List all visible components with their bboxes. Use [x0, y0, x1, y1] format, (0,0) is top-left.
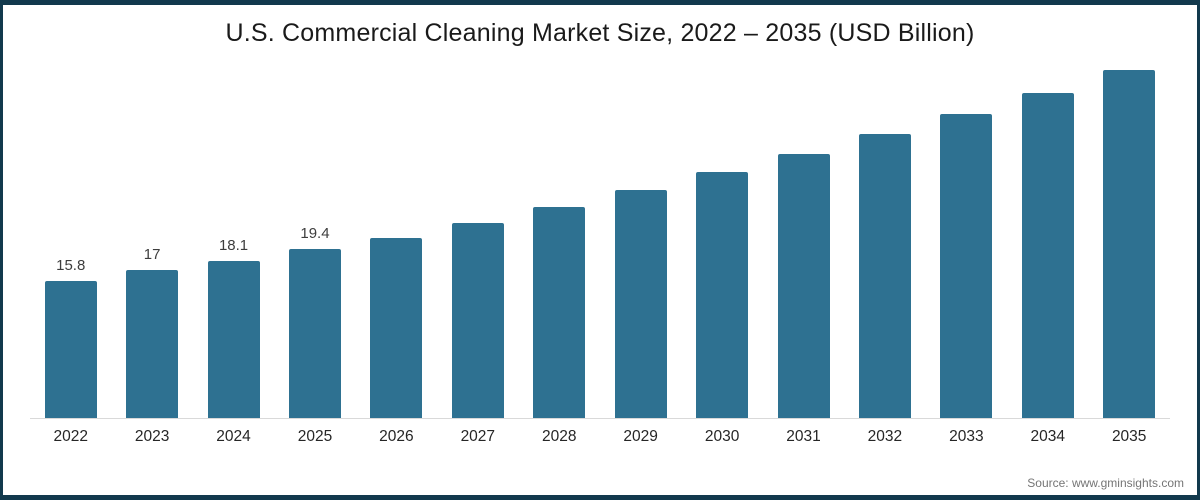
bar-group: 2027	[437, 70, 518, 445]
x-tick-label: 2030	[704, 428, 740, 445]
x-tick-label: 2022	[53, 428, 88, 445]
x-tick-label: 2034	[1030, 428, 1065, 445]
bar-group: 15.8 2022	[30, 70, 111, 445]
bar-2032	[858, 134, 911, 418]
bar-group: 2028	[519, 70, 600, 445]
bar-2025	[288, 249, 341, 418]
bar-group: 19.4 2025	[274, 70, 355, 445]
bar-2026	[370, 237, 423, 418]
x-tick-label: 2027	[460, 428, 496, 445]
bar-group: 2035	[1088, 70, 1169, 445]
x-tick-label: 2024	[216, 428, 251, 445]
bar-group: 2034	[1007, 70, 1088, 445]
bar-2022	[44, 280, 97, 418]
bar-group: 2026	[356, 70, 437, 445]
bar-group: 2032	[844, 70, 925, 445]
bar-group: 17 2023	[111, 70, 192, 445]
bar-value-label: 17	[143, 246, 161, 264]
bar-group: 2029	[600, 70, 681, 445]
x-tick-label: 2032	[867, 428, 903, 445]
x-tick-label: 2023	[134, 428, 170, 445]
bar-value-label: 18.1	[218, 236, 249, 254]
plot-area: 15.8 2022 17 2023 18.1 2024 19.4 2025 2026 2027 20…	[30, 70, 1170, 445]
bar-value-label: 19.4	[300, 225, 330, 243]
bar-group: 2031	[763, 70, 844, 445]
bar-2024	[207, 260, 260, 418]
bar-2031	[777, 153, 830, 418]
bar-2034	[1021, 92, 1074, 418]
bar-2028	[533, 206, 586, 418]
x-tick-label: 2029	[623, 428, 658, 445]
bar-value-label: 15.8	[56, 256, 86, 274]
x-tick-label: 2035	[1111, 428, 1147, 445]
x-tick-label: 2026	[379, 428, 414, 445]
bar-group: 18.1 2024	[193, 70, 274, 445]
bar-2023	[126, 270, 179, 418]
bar-2033	[940, 114, 993, 418]
bar-2030	[696, 171, 749, 418]
chart-title: U.S. Commercial Cleaning Market Size, 20…	[225, 19, 975, 47]
x-tick-label: 2033	[949, 428, 984, 445]
source-text: Source: www.gminsights.com	[1027, 476, 1184, 490]
bar-group: 2030	[681, 70, 762, 445]
bar-group: 2033	[926, 70, 1007, 445]
x-tick-label: 2031	[786, 428, 821, 445]
bar-2027	[451, 223, 504, 418]
x-tick-label: 2025	[297, 428, 333, 445]
bar-2035	[1103, 70, 1156, 418]
x-tick-label: 2028	[541, 428, 577, 445]
bar-2029	[614, 190, 667, 418]
